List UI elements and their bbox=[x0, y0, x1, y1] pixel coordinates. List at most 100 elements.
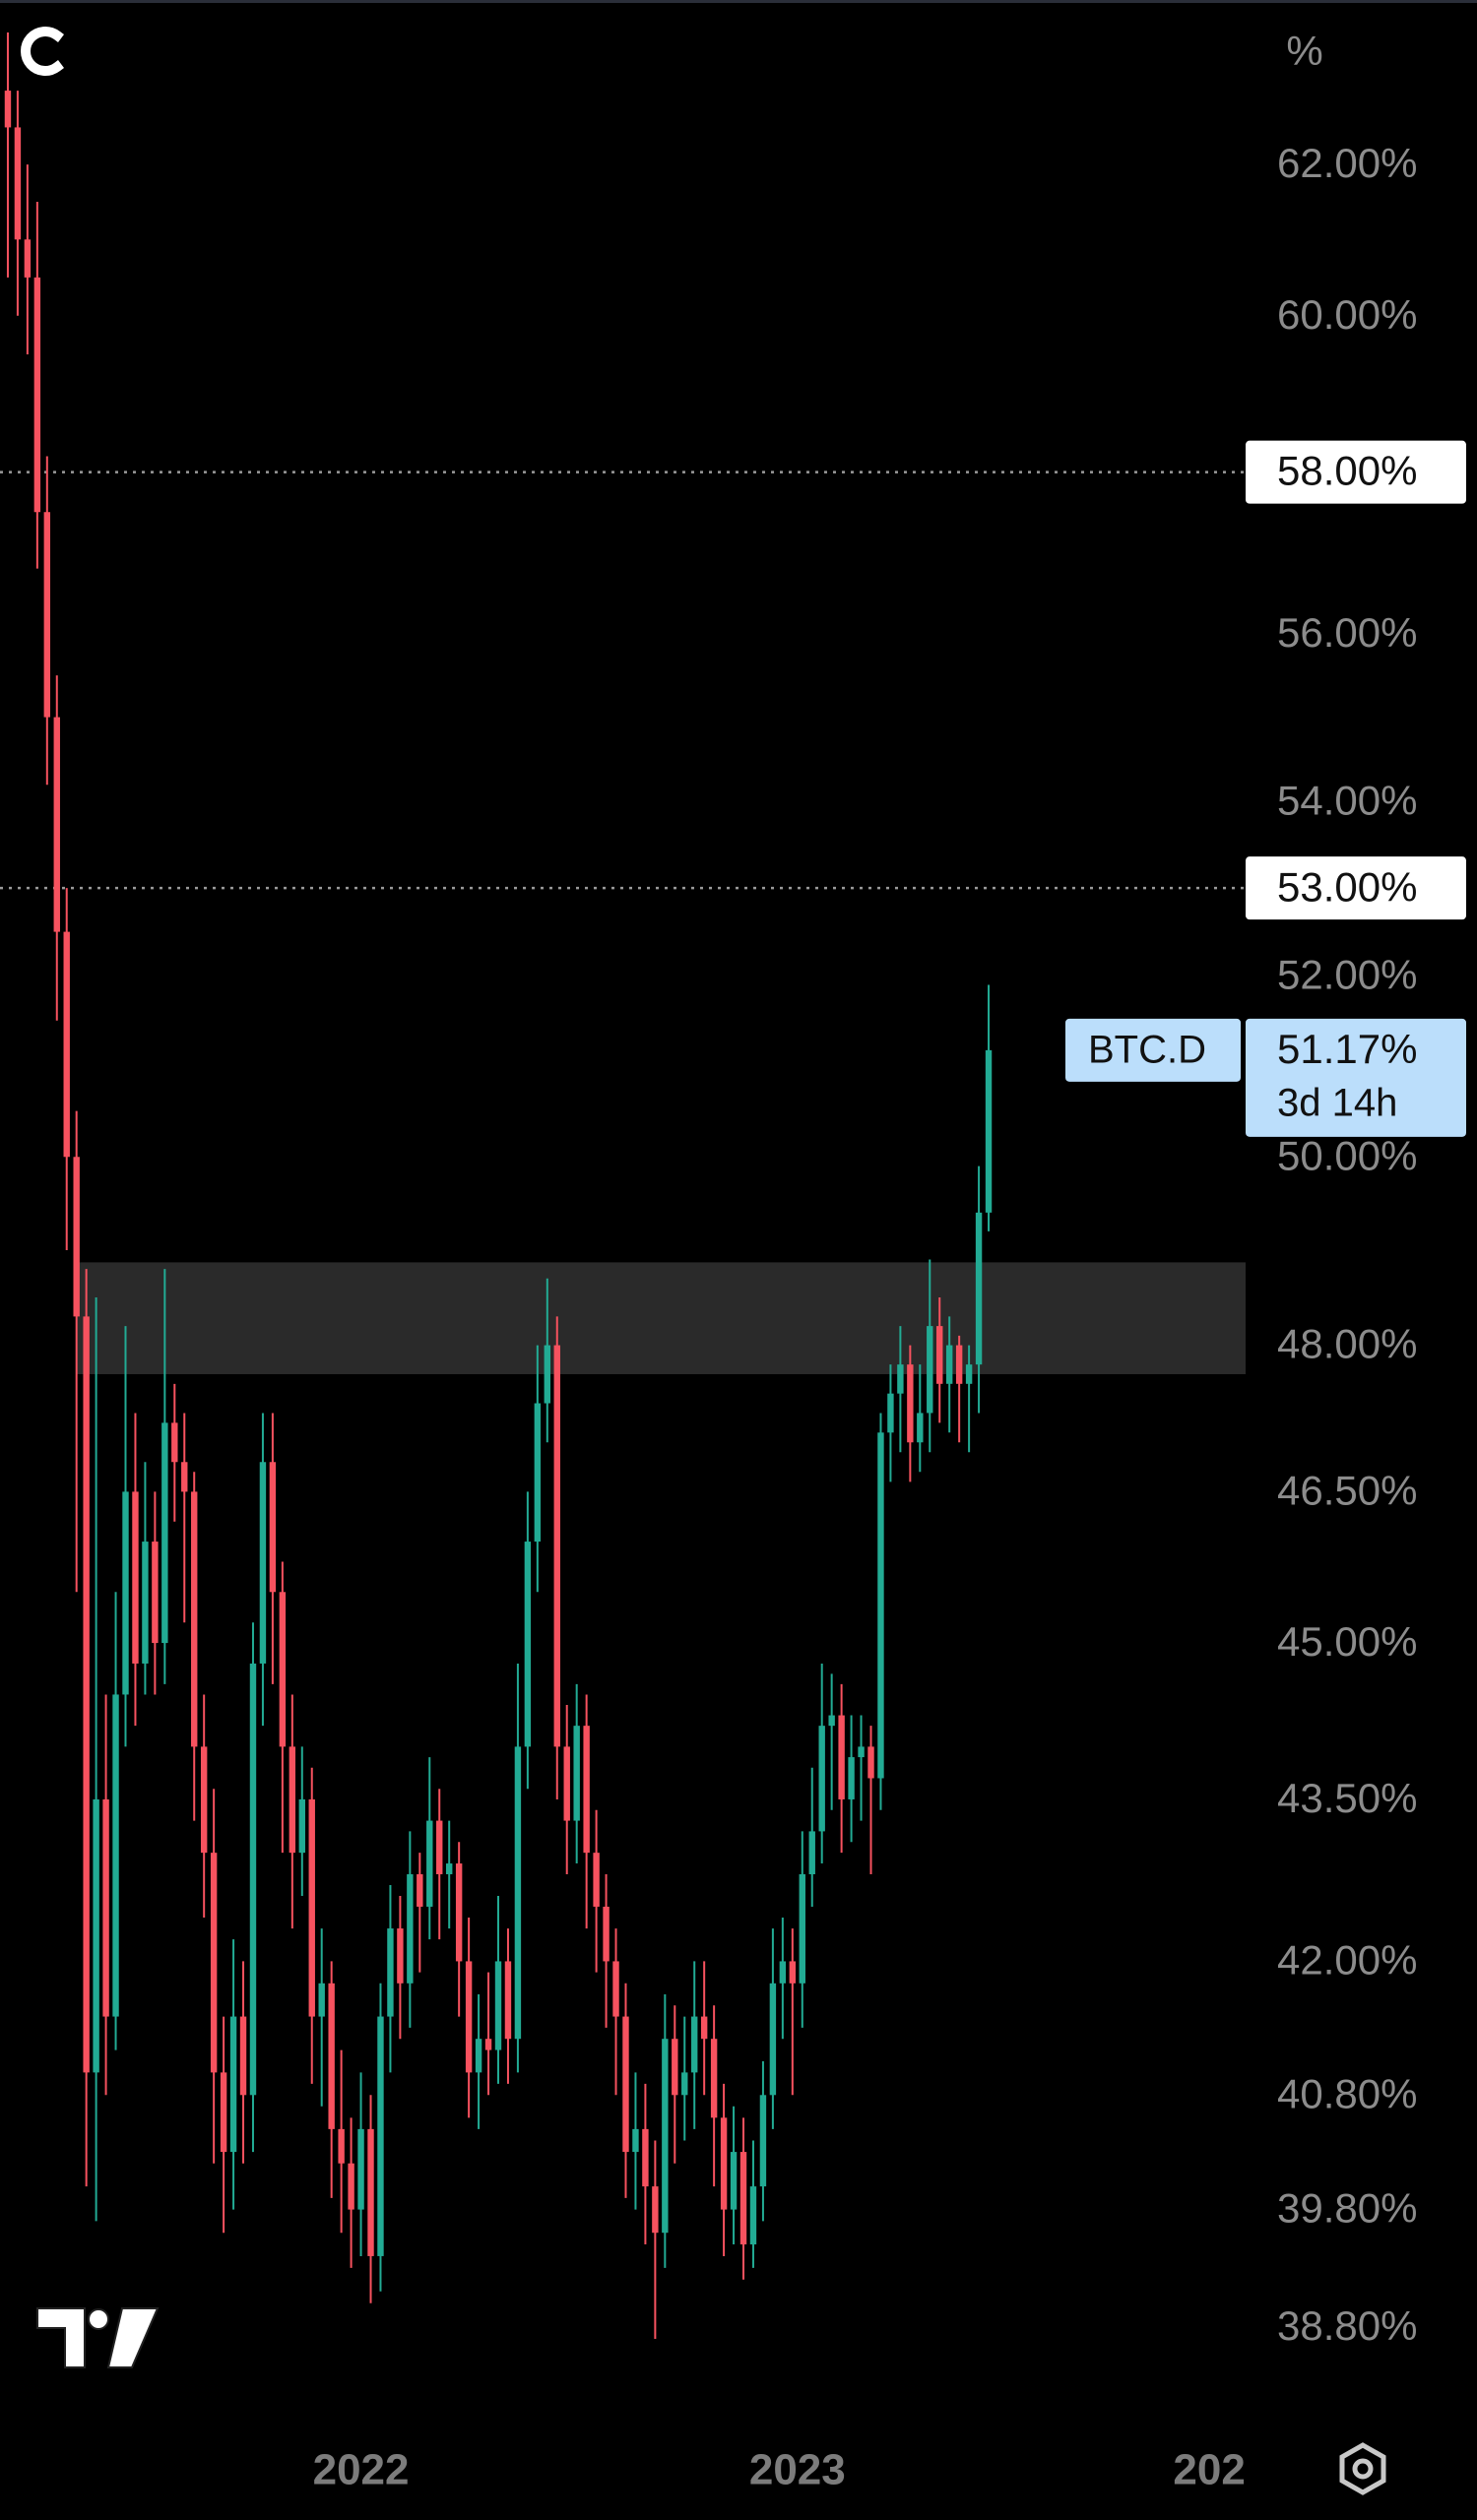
y-tick-label: 45.00% bbox=[1277, 1618, 1417, 1665]
x-tick-label: 202 bbox=[1173, 2446, 1245, 2494]
candle-body bbox=[308, 1798, 315, 2017]
candle-body bbox=[161, 1422, 168, 1644]
candle-body bbox=[24, 239, 32, 278]
candle-body bbox=[229, 2016, 237, 2153]
y-tick-label: 40.80% bbox=[1277, 2070, 1417, 2116]
candle-body bbox=[799, 1873, 805, 1984]
candle-body bbox=[357, 2128, 364, 2210]
candle-body bbox=[700, 2016, 708, 2040]
candle-body bbox=[142, 1542, 149, 1664]
candle-body bbox=[289, 1746, 296, 1854]
candle-body bbox=[298, 1798, 305, 1854]
y-tick-label: 52.00% bbox=[1277, 952, 1417, 998]
y-tick-label: 38.80% bbox=[1277, 2302, 1417, 2349]
y-tick-label: 56.00% bbox=[1277, 609, 1417, 656]
candle-body bbox=[43, 512, 51, 718]
candle-body bbox=[759, 2095, 767, 2187]
candle-body bbox=[897, 1364, 904, 1394]
candle-body bbox=[524, 1542, 532, 1747]
candle-body bbox=[858, 1746, 865, 1758]
y-tick-label: 62.00% bbox=[1277, 140, 1417, 186]
top-border bbox=[0, 0, 1477, 3]
candle-body bbox=[4, 91, 12, 128]
candle-body bbox=[112, 1694, 119, 2017]
candle-body bbox=[955, 1345, 963, 1384]
y-tick-label: 48.00% bbox=[1277, 1321, 1417, 1367]
candle-body bbox=[514, 1746, 522, 2040]
candle-body bbox=[867, 1746, 874, 1779]
candle-body bbox=[917, 1413, 924, 1443]
candle-body bbox=[534, 1403, 542, 1543]
candle-body bbox=[739, 2152, 747, 2245]
candle-body bbox=[945, 1345, 953, 1384]
price-axis: % 58.00% 53.00% 62.00% 60.00% 56.00% 54.00% 52… bbox=[1065, 28, 1466, 2349]
y-tick-label: 54.00% bbox=[1277, 778, 1417, 824]
candle-body bbox=[975, 1212, 983, 1365]
candle-body bbox=[779, 1961, 787, 1984]
candle-body bbox=[200, 1746, 208, 1854]
candle-body bbox=[730, 2152, 738, 2210]
last-value-box bbox=[1246, 1018, 1466, 1137]
candle-body bbox=[642, 2128, 649, 2187]
candle-body bbox=[318, 1983, 325, 2017]
candle-body bbox=[662, 2039, 669, 2234]
candle-body bbox=[210, 1853, 218, 2073]
candle-body bbox=[720, 2117, 728, 2210]
y-tick-label: 46.50% bbox=[1277, 1467, 1417, 1513]
level-label-box bbox=[1246, 856, 1466, 920]
candle-body bbox=[377, 2016, 384, 2256]
countdown: 3d 14h bbox=[1277, 1081, 1397, 1124]
candle-body bbox=[259, 1462, 267, 1664]
candle-body bbox=[985, 1049, 993, 1213]
candle-body bbox=[249, 1663, 257, 2096]
candle-body bbox=[504, 1961, 512, 2040]
candle-body bbox=[710, 2039, 718, 2118]
candle-body bbox=[122, 1491, 129, 1695]
last-value: 51.17% bbox=[1277, 1026, 1417, 1072]
candle-body bbox=[583, 1726, 590, 1854]
candle-body bbox=[14, 127, 22, 240]
candle-body bbox=[808, 1831, 815, 1874]
candle-body bbox=[965, 1364, 973, 1384]
candle-body bbox=[269, 1462, 277, 1593]
plot-area bbox=[0, 32, 1247, 2339]
candle-body bbox=[838, 1715, 845, 1799]
candle-body bbox=[239, 2016, 247, 2096]
candle-body bbox=[93, 1798, 99, 2073]
candle-body bbox=[936, 1326, 943, 1384]
candle-body bbox=[171, 1422, 178, 1463]
candle-body bbox=[465, 1961, 473, 2073]
candle-body bbox=[907, 1364, 914, 1443]
axis-mask bbox=[1246, 2402, 1305, 2520]
candle-body bbox=[387, 1928, 394, 2017]
tradingview-logo bbox=[36, 2307, 160, 2368]
candle-body bbox=[83, 1316, 90, 2073]
candle-body bbox=[191, 1491, 198, 1747]
candle-body bbox=[436, 1820, 443, 1874]
candle-body bbox=[887, 1393, 894, 1433]
candle-body bbox=[769, 1983, 777, 2096]
candle-body bbox=[63, 931, 70, 1158]
candle-body bbox=[603, 1906, 610, 1962]
candle-body bbox=[573, 1726, 580, 1821]
settings-button[interactable] bbox=[1339, 2442, 1386, 2495]
y-tick-label: 50.00% bbox=[1277, 1132, 1417, 1178]
axis-unit: % bbox=[1286, 28, 1322, 74]
candle-body bbox=[544, 1345, 551, 1404]
candle-body bbox=[652, 2186, 659, 2234]
candle-body bbox=[828, 1715, 835, 1727]
candle-body bbox=[927, 1326, 933, 1414]
candle-body bbox=[484, 2039, 492, 2050]
candle-body bbox=[877, 1432, 884, 1779]
candle-body bbox=[632, 2128, 639, 2153]
candle-body bbox=[672, 2039, 678, 2096]
app-logo bbox=[21, 27, 64, 76]
candle-body bbox=[848, 1757, 855, 1799]
candle-body bbox=[407, 1873, 414, 1984]
candle-body bbox=[789, 1961, 797, 1984]
candle-body bbox=[563, 1746, 570, 1821]
candle-body bbox=[132, 1491, 139, 1664]
candle-body bbox=[426, 1820, 433, 1907]
